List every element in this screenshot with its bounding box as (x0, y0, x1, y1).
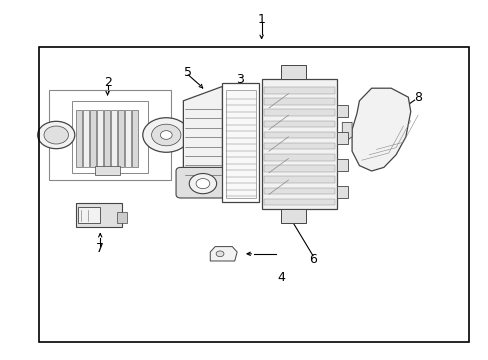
Bar (49, 90, 171, 180)
Text: 1: 1 (257, 13, 265, 26)
Bar (264, 143, 334, 149)
Bar (281, 65, 305, 79)
Circle shape (216, 251, 224, 257)
Bar (104, 110, 110, 167)
Circle shape (142, 118, 189, 152)
Polygon shape (210, 247, 237, 261)
Bar (118, 110, 124, 167)
Bar (264, 165, 334, 172)
Bar (125, 110, 131, 167)
Text: 5: 5 (184, 66, 192, 78)
Text: 7: 7 (96, 242, 104, 255)
Text: 2: 2 (103, 76, 111, 89)
Text: 3: 3 (235, 73, 243, 86)
Bar (264, 154, 334, 161)
Bar (337, 105, 347, 117)
Bar (264, 199, 334, 205)
Bar (39, 47, 468, 342)
Bar (82, 110, 89, 167)
Bar (337, 186, 347, 198)
Polygon shape (342, 122, 351, 144)
Bar (76, 110, 81, 167)
Bar (72, 101, 148, 173)
Circle shape (38, 121, 75, 149)
Bar (264, 132, 334, 138)
Circle shape (189, 174, 216, 194)
Bar (337, 159, 347, 171)
Bar (264, 121, 334, 127)
Bar (264, 98, 334, 105)
Bar (111, 110, 117, 167)
Bar (281, 209, 305, 223)
Circle shape (160, 131, 172, 139)
Bar (90, 110, 96, 167)
Circle shape (151, 124, 181, 146)
Text: 4: 4 (277, 271, 285, 284)
Bar (132, 110, 138, 167)
Polygon shape (351, 88, 410, 171)
Circle shape (196, 179, 209, 189)
Bar (337, 132, 347, 144)
Circle shape (44, 126, 68, 144)
Bar (264, 109, 334, 116)
Text: 8: 8 (413, 91, 421, 104)
Bar (264, 87, 334, 94)
Text: 6: 6 (308, 253, 316, 266)
Bar (222, 83, 259, 202)
Bar (264, 176, 334, 183)
Polygon shape (183, 86, 222, 180)
Bar (261, 79, 337, 209)
Bar (76, 203, 122, 227)
Bar (78, 207, 100, 223)
Bar (97, 110, 103, 167)
FancyBboxPatch shape (176, 167, 229, 198)
Bar (264, 188, 334, 194)
Bar (117, 212, 127, 223)
Bar (225, 90, 256, 198)
Bar (95, 166, 120, 175)
